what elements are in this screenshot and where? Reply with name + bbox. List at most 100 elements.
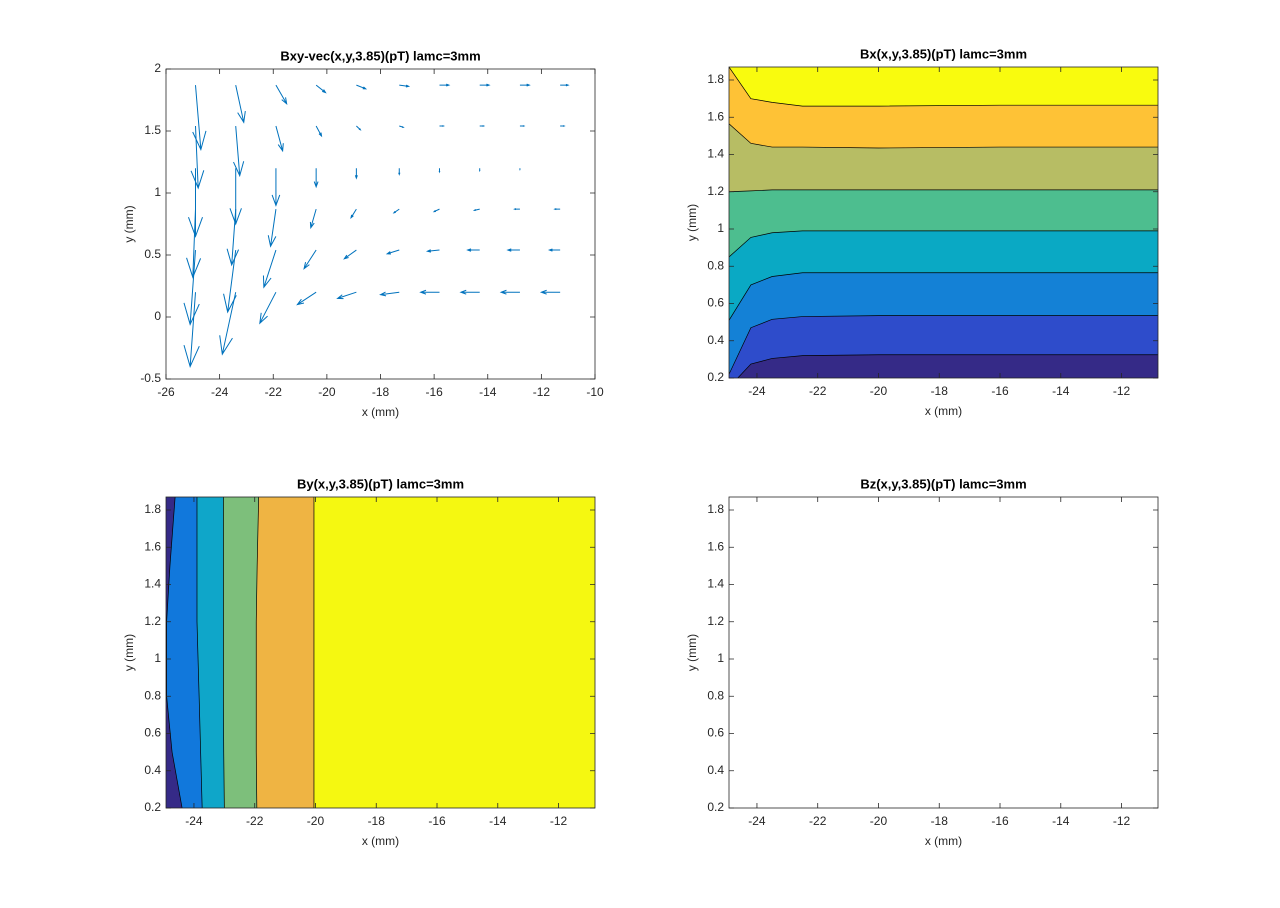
arrow <box>539 289 561 295</box>
x-tick-label: -12 <box>1113 384 1131 398</box>
arrow <box>432 208 440 213</box>
contour-line <box>196 497 203 808</box>
y-tick-label: 0.8 <box>144 688 161 702</box>
x-tick-label: -22 <box>246 814 264 828</box>
arrow <box>262 249 277 289</box>
contour-line <box>729 67 1158 107</box>
arrow <box>499 289 520 295</box>
arrow <box>188 168 203 238</box>
contour-line <box>729 123 1158 149</box>
x-tick-label: -24 <box>185 814 203 828</box>
arrow <box>271 168 281 207</box>
y-tick-label: 1.2 <box>144 614 161 628</box>
y-axis-label: y (mm) <box>122 634 136 671</box>
x-tick-label: -18 <box>372 385 390 399</box>
arrow <box>438 168 441 174</box>
x-tick-label: -24 <box>748 384 766 398</box>
y-tick-label: 1.6 <box>707 539 724 553</box>
arrow <box>267 209 277 248</box>
x-axis-label: x (mm) <box>925 834 962 848</box>
arrow <box>379 291 400 297</box>
chart-title: Bz(x,y,3.85)(pT) lamc=3mm <box>860 476 1026 491</box>
arrow <box>183 250 200 326</box>
arrow <box>235 85 246 124</box>
arrow <box>309 208 317 230</box>
arrow <box>356 125 362 131</box>
arrow <box>275 84 288 105</box>
arrow <box>466 248 480 252</box>
y-tick-label: 1 <box>717 651 724 665</box>
arrow <box>478 168 481 173</box>
arrow <box>259 291 277 325</box>
x-tick-label: -20 <box>870 384 888 398</box>
y-tick-label: 0.8 <box>707 258 724 272</box>
y-tick-label: 1.4 <box>707 147 724 161</box>
plot <box>166 497 595 808</box>
arrow <box>226 209 240 267</box>
y-tick-label: 2 <box>154 61 161 75</box>
y-tick-label: 1.8 <box>144 502 161 516</box>
x-axis-label: x (mm) <box>362 834 399 848</box>
y-tick-label: 1 <box>717 221 724 235</box>
arrow <box>399 125 405 128</box>
arrow <box>479 83 491 87</box>
chart-title: By(x,y,3.85)(pT) lamc=3mm <box>297 476 464 491</box>
x-tick-label: -12 <box>533 385 551 399</box>
x-tick-label: -26 <box>157 385 175 399</box>
x-tick-label: -16 <box>991 384 1009 398</box>
y-tick-label: 0.6 <box>707 296 724 310</box>
contour-line <box>729 230 1158 258</box>
arrow <box>439 125 445 127</box>
axes: -24 -22 -20 -18 -16 -14 -12 0.2 0.4 0.6 0.8 1 1.2 1.4… <box>685 476 1159 848</box>
plot <box>729 67 1158 378</box>
arrow <box>398 168 401 176</box>
arrow <box>354 168 358 180</box>
axes-box <box>728 66 1159 379</box>
y-tick-label: 1.4 <box>707 577 724 591</box>
x-tick-label: -12 <box>1113 814 1131 828</box>
x-tick-label: -12 <box>550 814 568 828</box>
contour-band <box>166 497 183 808</box>
arrow <box>190 126 205 190</box>
plot-area <box>729 497 1158 808</box>
arrow <box>303 249 317 270</box>
y-tick-label: 0.4 <box>707 333 724 347</box>
x-tick-label: -22 <box>809 814 827 828</box>
x-tick-label: -20 <box>307 814 325 828</box>
x-tick-label: -18 <box>931 814 949 828</box>
plot <box>183 83 570 369</box>
contour-line <box>729 272 1158 321</box>
arrow <box>183 292 200 369</box>
axes: -24 -22 -20 -18 -16 -14 -12 0.2 0.4 0.6 0.8 1 1.2 1.4… <box>122 476 596 848</box>
arrow <box>506 248 520 252</box>
axes: -24 -22 -20 -18 -16 -14 -12 0.2 0.4 0.6 0.8 1 1.2 1.4… <box>685 46 1159 418</box>
arrow <box>296 291 317 306</box>
chart-title: Bxy-vec(x,y,3.85)(pT) lamc=3mm <box>280 48 480 63</box>
x-tick-label: -16 <box>991 814 1009 828</box>
y-tick-label: 0.6 <box>144 726 161 740</box>
x-tick-label: -14 <box>1052 384 1070 398</box>
x-tick-label: -14 <box>479 385 497 399</box>
y-tick-label: 0.2 <box>144 800 161 814</box>
y-tick-label: 0.8 <box>707 688 724 702</box>
x-tick-label: -18 <box>931 384 949 398</box>
arrow <box>425 249 440 253</box>
arrow <box>192 85 207 152</box>
arrow <box>513 208 520 211</box>
y-axis-label: y (mm) <box>685 634 699 671</box>
y-tick-label: 1.8 <box>707 72 724 86</box>
y-tick-label: 0.2 <box>707 800 724 814</box>
arrow <box>229 168 242 226</box>
y-tick-label: 1 <box>154 651 161 665</box>
y-tick-label: 0.4 <box>707 763 724 777</box>
axes: -26 -24 -22 -20 -18 -16 -14 -12 -10 -0.5 0 0.5 1 1.5 2… <box>122 48 604 419</box>
x-tick-label: -16 <box>428 814 446 828</box>
arrow <box>519 83 531 87</box>
x-tick-label: -20 <box>870 814 888 828</box>
contour-band <box>737 354 1158 378</box>
arrow <box>219 292 237 356</box>
y-tick-label: 1.5 <box>144 123 161 137</box>
y-tick-label: 0.4 <box>144 763 161 777</box>
arrow <box>350 208 357 220</box>
